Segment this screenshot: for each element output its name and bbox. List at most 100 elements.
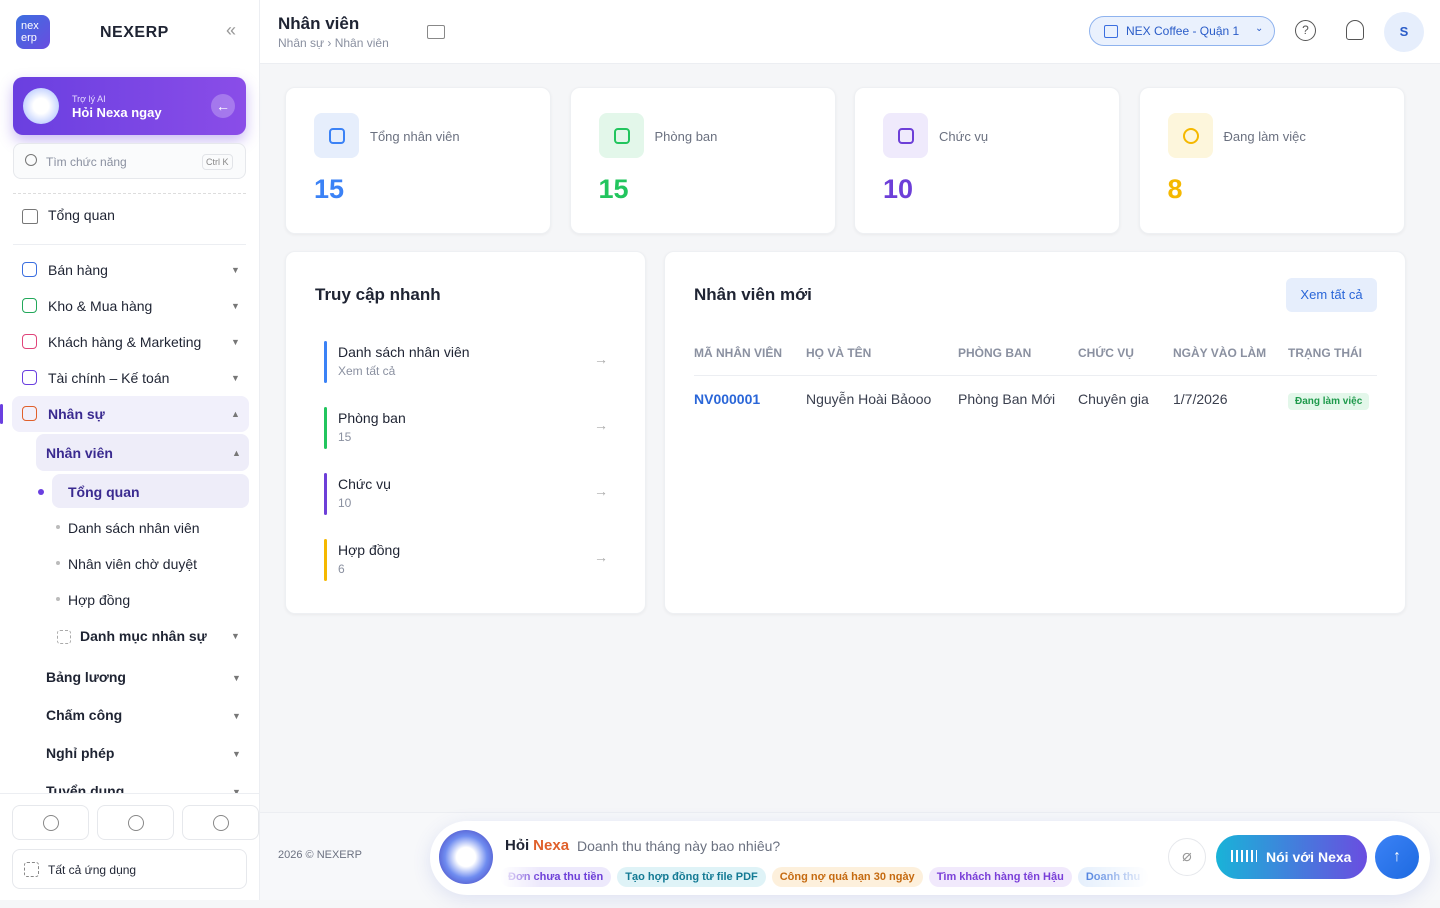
stat-label: Tổng nhân viên [370, 129, 460, 144]
quick-link-label: Phòng ban [338, 410, 406, 426]
accent-bar [324, 473, 327, 515]
menu-item[interactable]: Khách hàng & Marketing ▼ [12, 324, 249, 360]
send-button[interactable]: ↑ [1375, 835, 1419, 879]
column-header: NGÀY VÀO LÀM [1173, 346, 1267, 360]
collapse-button[interactable]: « [226, 20, 237, 40]
search-box[interactable]: Tìm chức năng Ctrl K [13, 143, 246, 179]
suggestion-chips: Đơn chưa thu tiền Tạo hợp đồng từ file PD… [500, 867, 1150, 889]
menu-item[interactable]: Tổng quan [12, 198, 249, 234]
employee-code[interactable]: NV000001 [694, 391, 761, 407]
menu-item[interactable]: Bảng lương ▼ [36, 660, 249, 696]
menu-item[interactable]: Kho & Mua hàng ▼ [12, 288, 249, 324]
menu-label: Chấm công [46, 707, 123, 723]
panel-title: Nhân viên mới [694, 285, 812, 304]
user-avatar[interactable]: S [1384, 12, 1424, 52]
voice-icon [1231, 850, 1257, 862]
search-icon [25, 154, 37, 166]
notifications-button[interactable] [1346, 20, 1364, 40]
menu-item[interactable]: Tài chính – Kế toán ▼ [12, 360, 249, 396]
menu-caret: ▼ [232, 749, 241, 759]
quick-link[interactable]: Phòng ban 15 → [324, 407, 614, 451]
accent-bar [324, 539, 327, 581]
menu-label: Bán hàng [48, 262, 108, 278]
header-divider [694, 375, 1377, 376]
store-selector[interactable]: NEX Coffee - Quận 1 ⌄ [1089, 16, 1275, 46]
all-apps-label: Tất cả ứng dụng [48, 863, 137, 877]
all-apps-button[interactable]: Tất cả ứng dụng [12, 849, 247, 889]
ai-assistant[interactable]: Trợ lý AI Hỏi Nexa ngay ← [13, 77, 246, 135]
main: Tổng nhân viên 15 Phòng ban 15 Chức vụ 10 Đang… [260, 64, 1440, 812]
menu-label: Kho & Mua hàng [48, 298, 153, 314]
quick-link-sub: 10 [338, 496, 352, 510]
tool-button[interactable] [12, 805, 89, 840]
suggestion-chip[interactable]: Tìm khách hàng tên Hậu [928, 867, 1072, 887]
tool-icon [128, 815, 144, 831]
menu-caret: ▼ [232, 673, 241, 683]
folder-icon[interactable] [427, 25, 445, 39]
suggestion-chip[interactable]: Doanh thu [1077, 867, 1149, 887]
suggestion-chip[interactable]: Tạo hợp đồng từ file PDF [617, 867, 766, 887]
menu-item[interactable]: Bán hàng ▼ [12, 252, 249, 288]
menu-icon [22, 298, 37, 313]
ask-input[interactable]: Doanh thu tháng này bao nhiêu? [577, 838, 781, 854]
search-placeholder: Tìm chức năng [46, 155, 127, 169]
menu-caret: ▼ [231, 631, 240, 641]
tool-button[interactable] [97, 805, 174, 840]
category-label: Danh mục nhân sự [80, 628, 207, 644]
category-item[interactable]: Danh mục nhân sự ▼ [52, 618, 249, 654]
submenu-link[interactable]: Tổng quan [52, 474, 249, 508]
menu-icon [22, 406, 37, 421]
sidebar: nex erp NEXERP « Trợ lý AI Hỏi Nexa ngay ← Tìm … [0, 0, 260, 900]
divider [13, 244, 246, 245]
stat-icon [883, 113, 928, 158]
menu-caret: ▼ [231, 373, 240, 383]
stat-label: Phòng ban [654, 129, 718, 144]
accent-bar [324, 407, 327, 449]
menu-item[interactable]: Nghỉ phép ▼ [36, 736, 249, 772]
cell: Chuyên gia [1078, 391, 1149, 407]
submenu-link[interactable]: Nhân viên chờ duyệt [52, 546, 249, 580]
shortcut: Ctrl K [202, 154, 233, 170]
quick-link-arrow: → [594, 483, 608, 499]
column-header: CHỨC VỤ [1078, 346, 1134, 360]
stat-card: Tổng nhân viên 15 [285, 87, 551, 234]
menu-icon [22, 262, 37, 277]
submenu-link[interactable]: Danh sách nhân viên [52, 510, 249, 544]
voice-label: Nói với Nexa [1266, 849, 1352, 865]
menu-item[interactable]: Nhân sự ▲ [12, 396, 249, 432]
quick-link[interactable]: Chức vụ 10 → [324, 473, 614, 517]
menu-item[interactable]: Chấm công ▼ [36, 698, 249, 734]
ask-word: Hỏi [505, 837, 530, 854]
submenu-link[interactable]: Hợp đồng [52, 582, 249, 616]
quick-link[interactable]: Hợp đồng 6 → [324, 539, 614, 583]
suggestion-chip[interactable]: Công nợ quá hạn 30 ngày [771, 867, 923, 887]
panel-title: Truy cập nhanh [315, 285, 441, 304]
menu-caret: ▼ [231, 301, 240, 311]
nexa-word: Nexa [533, 837, 570, 854]
suggestion-chip[interactable]: Đơn chưa thu tiền [500, 867, 612, 887]
quick-link-arrow: → [594, 549, 608, 565]
menu-icon [22, 209, 38, 224]
submenu-item[interactable]: Nhân viên ▲ [36, 434, 249, 471]
copyright: 2026 © NEXERP [278, 849, 362, 861]
store-caret: ⌄ [1255, 23, 1264, 34]
attach-button[interactable]: ⌀ [1168, 838, 1206, 876]
quick-link[interactable]: Danh sách nhân viên Xem tất cả → [324, 341, 614, 385]
stat-icon [314, 113, 359, 158]
stat-icon-glyph [1182, 128, 1199, 144]
menu-label: Khách hàng & Marketing [48, 334, 202, 350]
stat-icon-glyph [329, 128, 345, 144]
menu-label: Tổng quan [48, 207, 115, 223]
tool-icon [213, 815, 229, 831]
submenu-link-label: Nhân viên chờ duyệt [68, 556, 198, 572]
help-button[interactable]: ? [1295, 20, 1316, 41]
tool-button[interactable] [182, 805, 259, 840]
nexa-avatar [439, 830, 493, 884]
quick-link-label: Danh sách nhân viên [338, 344, 470, 360]
stat-card: Phòng ban 15 [569, 87, 836, 234]
view-all-button[interactable]: Xem tất cả [1286, 278, 1377, 312]
voice-button[interactable]: Nói với Nexa [1216, 835, 1367, 879]
logo-text: erp [21, 32, 37, 44]
menu-label: Nhân sự [48, 406, 105, 422]
